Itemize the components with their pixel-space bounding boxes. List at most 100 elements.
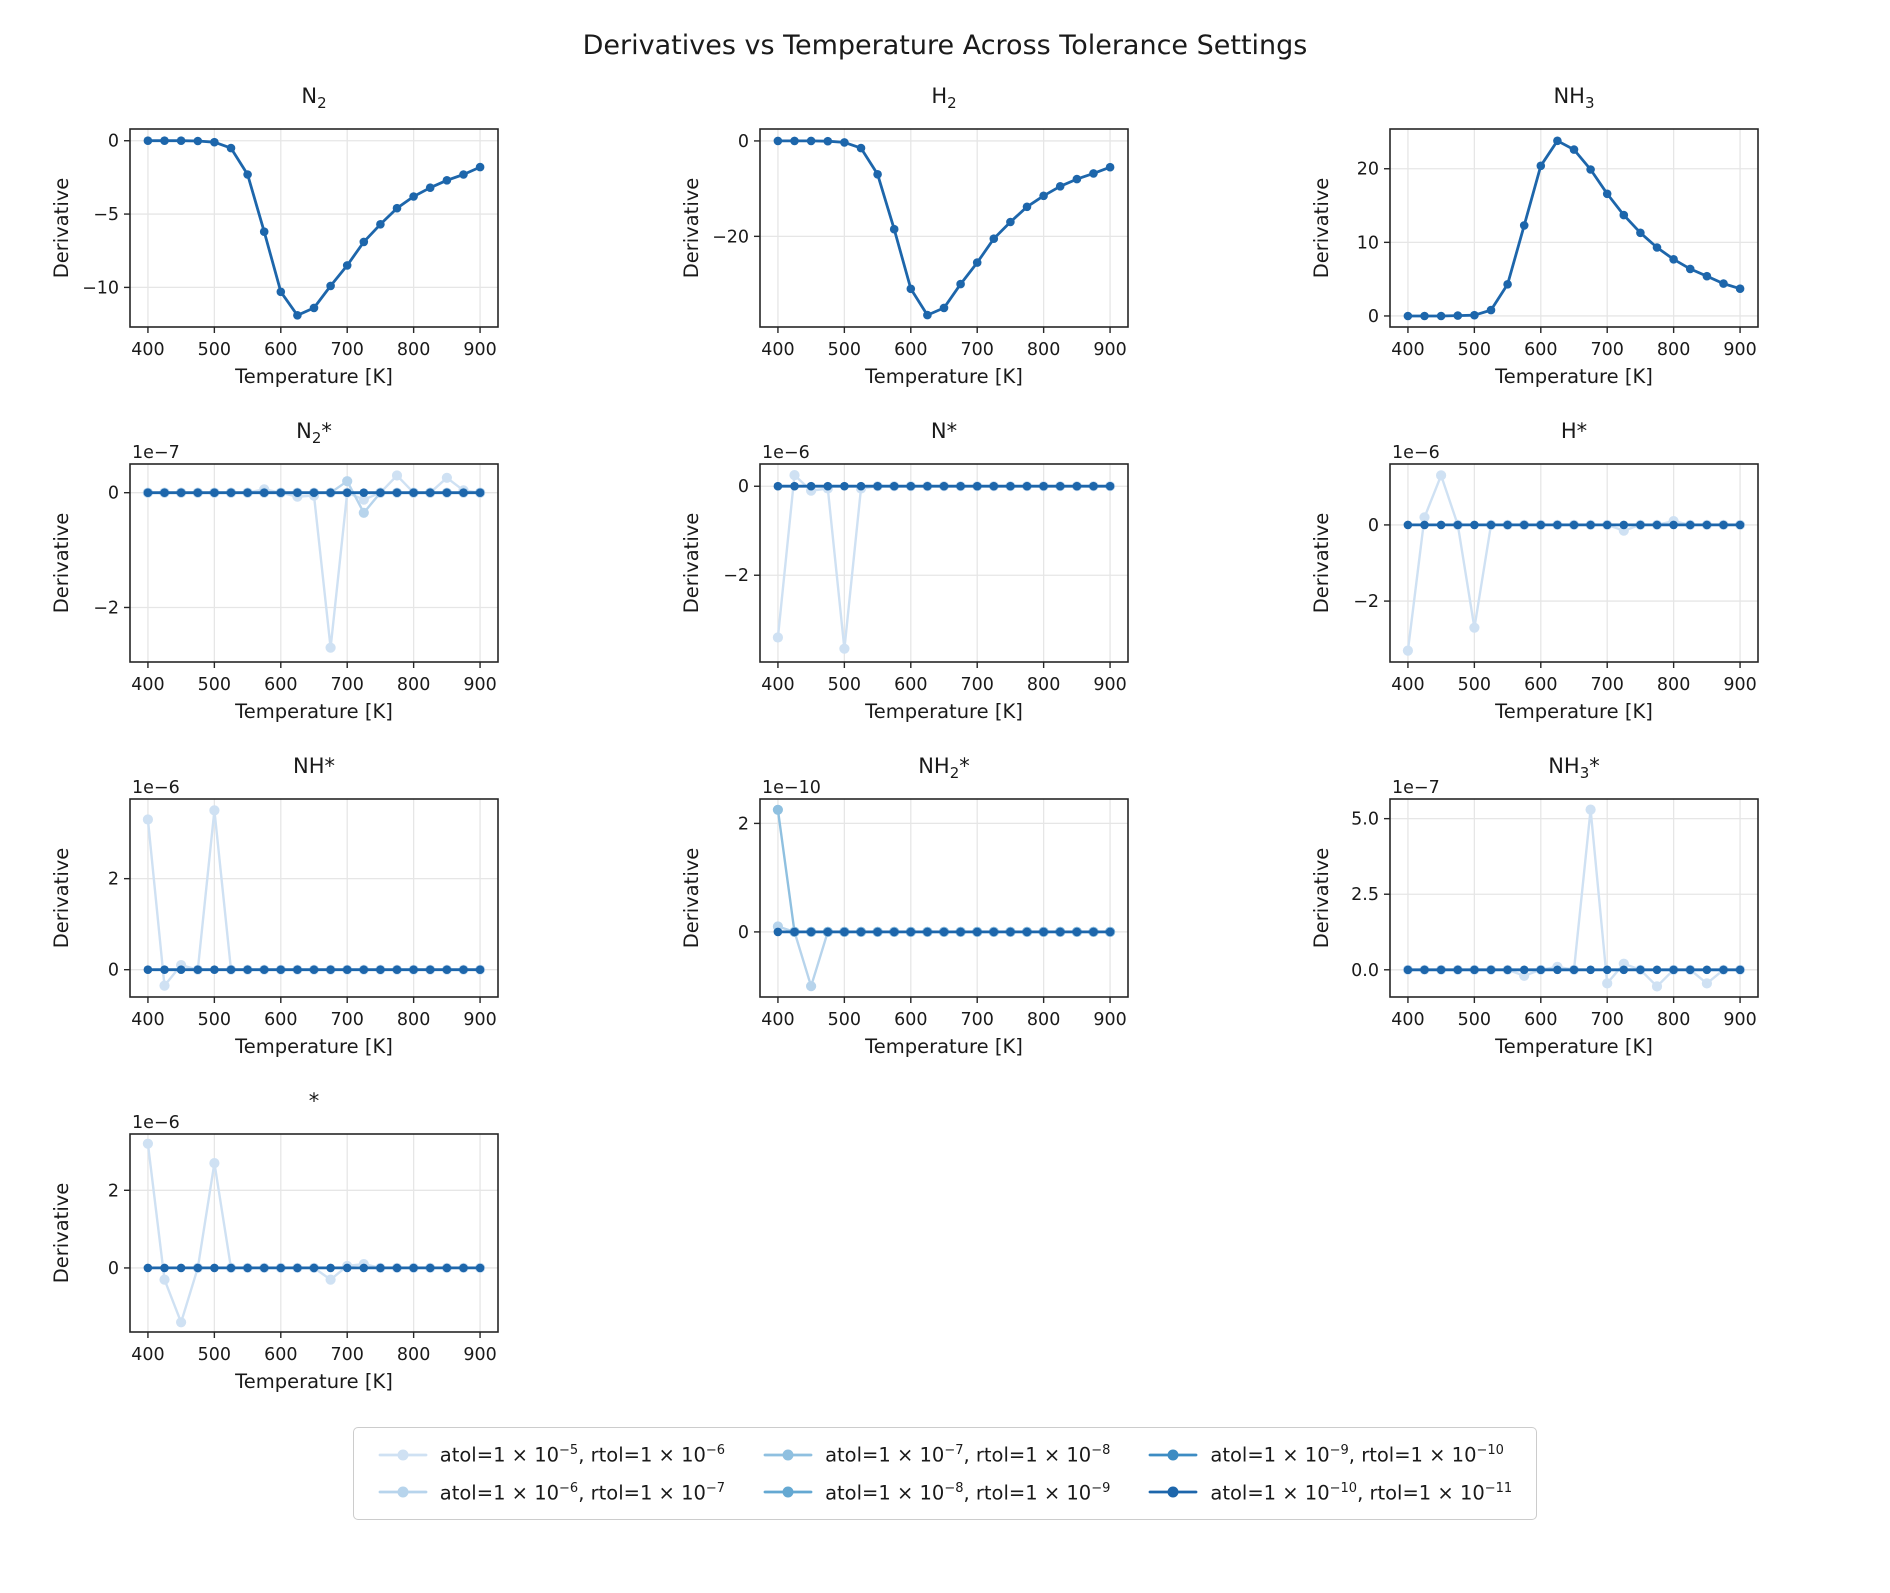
legend-entry: atol=1 × 10−7, rtol=1 × 10−8 xyxy=(763,1443,1110,1467)
legend-entry-label: atol=1 × 10−8, rtol=1 × 10−9 xyxy=(825,1480,1111,1505)
svg-text:900: 900 xyxy=(463,1010,496,1030)
svg-text:2: 2 xyxy=(108,1181,119,1201)
legend-marker-icon xyxy=(378,1449,428,1461)
y-axis: 0 −2 xyxy=(1353,516,1390,612)
x-axis: 400 500 600 700 800 900 xyxy=(131,1332,497,1365)
svg-text:500: 500 xyxy=(1458,675,1491,695)
x-axis-label: Temperature [K] xyxy=(234,700,393,723)
series-line xyxy=(1402,470,1746,656)
subplot-title: NH3* xyxy=(1548,754,1600,782)
subplot-title: NH* xyxy=(293,754,335,778)
y-axis: 0 10 20 xyxy=(1357,160,1390,327)
legend-entry-label: atol=1 × 10−6, rtol=1 × 10−7 xyxy=(439,1480,726,1505)
svg-text:400: 400 xyxy=(761,340,794,360)
svg-text:700: 700 xyxy=(1591,675,1624,695)
svg-text:2: 2 xyxy=(738,814,749,834)
y-axis-label: Derivative xyxy=(680,178,703,279)
subplot-canvas-n2: 400 500 600 700 800 900 0 −5 −10 N2 Temperature [K… xyxy=(50,84,499,388)
svg-text:400: 400 xyxy=(1391,1010,1424,1030)
subplot-canvas-nh2-star: 400 500 600 700 800 90002NH2*1e−10Temperature… xyxy=(680,754,1129,1058)
svg-text:900: 900 xyxy=(1093,675,1126,695)
subplot-title: H* xyxy=(1561,419,1587,443)
axes-frame xyxy=(1389,128,1759,328)
svg-text:600: 600 xyxy=(1524,1010,1557,1030)
x-axis: 400 500 600 700 800 900 xyxy=(131,997,497,1030)
svg-text:500: 500 xyxy=(198,675,231,695)
svg-text:900: 900 xyxy=(1723,1010,1756,1030)
svg-text:900: 900 xyxy=(1093,340,1126,360)
svg-text:400: 400 xyxy=(131,340,164,360)
svg-text:400: 400 xyxy=(1391,675,1424,695)
svg-text:0: 0 xyxy=(108,132,119,152)
y-axis-offset-label: 1e−6 xyxy=(132,1113,180,1133)
svg-text:400: 400 xyxy=(131,1345,164,1365)
subplot-title: NH2* xyxy=(918,754,970,782)
series-line xyxy=(142,805,486,991)
y-axis-label: Derivative xyxy=(50,178,73,279)
subplot-n2-star: 400 500 600 700 800 900 0 −2 N2* 1e−7 Temperature … xyxy=(0,400,630,735)
x-axis: 400 500 600 700 800 900 xyxy=(761,997,1127,1030)
series-line xyxy=(772,470,1116,654)
svg-text:700: 700 xyxy=(961,675,994,695)
svg-text:800: 800 xyxy=(397,675,430,695)
subplot-title: H2 xyxy=(931,84,956,112)
subplot-canvas-nh3-star: 400 500 600 700 800 900 0.0 2.5 5.0 NH3* 1e−7 Tempe… xyxy=(1310,754,1759,1058)
svg-text:400: 400 xyxy=(131,1010,164,1030)
x-axis-label: Temperature [K] xyxy=(1494,365,1653,388)
series-line xyxy=(142,476,486,518)
svg-text:700: 700 xyxy=(331,340,364,360)
gridlines xyxy=(130,129,498,327)
legend-entry: atol=1 × 10−9, rtol=1 × 10−10 xyxy=(1148,1443,1512,1467)
x-axis-label: Temperature [K] xyxy=(234,1035,393,1058)
x-axis: 400 500 600 700 800 900 xyxy=(761,327,1127,360)
subplot-title: N* xyxy=(931,419,957,443)
y-axis-label: Derivative xyxy=(50,513,73,614)
gridlines xyxy=(130,1134,498,1332)
svg-text:500: 500 xyxy=(828,1010,861,1030)
svg-text:0: 0 xyxy=(108,484,119,504)
svg-text:0.0: 0.0 xyxy=(1351,961,1379,981)
subplot-h2: 400 500 600 700 800 900 0 −20 H2 Temperature [K] D… xyxy=(630,65,1260,400)
svg-text:0: 0 xyxy=(738,477,749,497)
svg-text:600: 600 xyxy=(894,1010,927,1030)
subplot-canvas-h-star: 400 500 600 700 800 900 0 −2 H* 1e−6 Temperature [… xyxy=(1310,419,1759,723)
subplot-canvas-h2: 400 500 600 700 800 900 0 −20 H2 Temperature [K] D… xyxy=(680,84,1129,388)
legend-entry-label: atol=1 × 10−9, rtol=1 × 10−10 xyxy=(1210,1443,1504,1467)
svg-text:900: 900 xyxy=(463,1345,496,1365)
y-axis-offset-label: 1e−7 xyxy=(1392,778,1440,798)
axes-frame xyxy=(759,798,1129,998)
series-line xyxy=(143,136,485,320)
legend-entry: atol=1 × 10−5, rtol=1 × 10−6 xyxy=(378,1443,725,1467)
axes-frame xyxy=(759,463,1129,663)
svg-text:900: 900 xyxy=(1723,340,1756,360)
svg-text:400: 400 xyxy=(761,675,794,695)
y-axis: 02 xyxy=(738,814,760,943)
svg-text:500: 500 xyxy=(1458,340,1491,360)
svg-text:−20: −20 xyxy=(712,227,749,247)
svg-text:800: 800 xyxy=(1027,340,1060,360)
svg-text:20: 20 xyxy=(1357,160,1379,180)
svg-text:700: 700 xyxy=(961,1010,994,1030)
svg-text:0: 0 xyxy=(738,923,749,943)
series-line xyxy=(143,488,485,497)
legend-entry: atol=1 × 10−10, rtol=1 × 10−11 xyxy=(1148,1480,1513,1505)
subplot-h-star: 400 500 600 700 800 900 0 −2 H* 1e−6 Temperature [… xyxy=(1260,400,1890,735)
y-axis-label: Derivative xyxy=(1310,513,1333,614)
legend-entry-label: atol=1 × 10−10, rtol=1 × 10−11 xyxy=(1210,1480,1513,1505)
series-line xyxy=(143,1263,485,1273)
subplot-title: NH3 xyxy=(1553,84,1594,112)
gridlines xyxy=(1390,129,1758,327)
svg-text:900: 900 xyxy=(463,675,496,695)
legend-marker-icon xyxy=(1148,1486,1198,1498)
svg-text:2: 2 xyxy=(108,870,119,890)
svg-text:700: 700 xyxy=(331,675,364,695)
series-line xyxy=(773,136,1115,320)
svg-text:−2: −2 xyxy=(1353,592,1379,612)
svg-text:0: 0 xyxy=(108,1259,119,1279)
subplot-canvas-n2-star: 400 500 600 700 800 900 0 −2 N2* 1e−7 Temperature … xyxy=(50,419,499,723)
y-axis-offset-label: 1e−10 xyxy=(762,778,821,798)
y-axis-label: Derivative xyxy=(1310,848,1333,949)
subplot-title: N2* xyxy=(296,419,332,447)
svg-text:800: 800 xyxy=(1027,1010,1060,1030)
svg-text:400: 400 xyxy=(131,675,164,695)
